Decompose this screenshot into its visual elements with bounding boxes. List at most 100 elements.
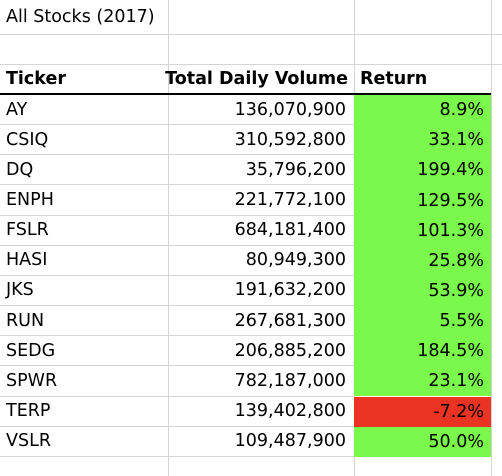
gridline-vertical [491, 0, 492, 476]
table-row: AY 136,070,900 8.9% [0, 95, 502, 126]
return-cell[interactable]: 25.8% [354, 245, 491, 276]
return-value: 25.8% [428, 250, 484, 271]
return-cell[interactable]: 129.5% [354, 185, 491, 216]
table-row: SPWR 782,187,000 23.1% [0, 366, 502, 397]
ticker-cell[interactable]: RUN [0, 306, 168, 335]
return-cell[interactable]: 8.9% [354, 95, 491, 126]
ticker-value: HASI [6, 250, 48, 271]
ticker-cell[interactable]: JKS [0, 276, 168, 305]
ticker-value: VSLR [6, 431, 51, 452]
gridline-horizontal [0, 184, 354, 186]
return-cell[interactable]: 23.1% [354, 366, 491, 397]
volume-cell[interactable]: 109,487,900 [168, 427, 354, 456]
ticker-cell[interactable]: FSLR [0, 216, 168, 245]
gridline-horizontal [0, 365, 354, 367]
empty-cell[interactable] [168, 35, 354, 64]
volume-cell[interactable]: 684,181,400 [168, 216, 354, 245]
return-value: -7.2% [433, 401, 484, 422]
ticker-cell[interactable]: AY [0, 95, 168, 124]
empty-cell[interactable] [354, 0, 491, 34]
volume-value: 109,487,900 [234, 431, 346, 452]
volume-value: 191,632,200 [234, 280, 346, 301]
header-volume[interactable]: Total Daily Volume [165, 65, 354, 93]
return-cell[interactable]: 5.5% [354, 306, 491, 337]
ticker-cell[interactable]: HASI [0, 246, 168, 275]
gridline-horizontal [0, 425, 354, 427]
gridline-horizontal [0, 335, 354, 337]
volume-value: 35,796,200 [245, 159, 346, 180]
gridline-horizontal [0, 64, 502, 65]
ticker-cell[interactable]: ENPH [0, 185, 168, 214]
volume-cell[interactable]: 206,885,200 [168, 336, 354, 365]
ticker-value: SPWR [6, 370, 58, 391]
header-row: Ticker Total Daily Volume Return [0, 65, 502, 93]
gridline-vertical [168, 0, 169, 476]
empty-cell[interactable] [168, 0, 354, 34]
ticker-cell[interactable]: SPWR [0, 366, 168, 395]
return-cell[interactable]: 199.4% [354, 155, 491, 186]
volume-cell[interactable]: 782,187,000 [168, 366, 354, 395]
gridline-horizontal [0, 395, 354, 397]
ticker-cell[interactable]: TERP [0, 397, 168, 426]
empty-cell[interactable] [0, 35, 168, 64]
return-cell[interactable]: 184.5% [354, 336, 491, 367]
table-row: RUN 267,681,300 5.5% [0, 306, 502, 337]
empty-row [0, 35, 502, 64]
return-value: 101.3% [417, 220, 484, 241]
volume-cell[interactable]: 136,070,900 [168, 95, 354, 124]
return-cell[interactable]: 33.1% [354, 125, 491, 156]
header-ticker[interactable]: Ticker [0, 65, 168, 93]
sheet-title-cell[interactable]: All Stocks (2017) [0, 0, 168, 34]
volume-cell[interactable]: 35,796,200 [168, 155, 354, 184]
volume-value: 136,070,900 [234, 99, 346, 120]
volume-cell[interactable]: 221,772,100 [168, 185, 354, 214]
table-row: VSLR 109,487,900 50.0% [0, 426, 502, 457]
ticker-cell[interactable]: DQ [0, 155, 168, 184]
header-return-label: Return [360, 69, 428, 89]
ticker-value: ENPH [6, 190, 54, 210]
return-cell[interactable]: 101.3% [354, 215, 491, 246]
header-return[interactable]: Return [354, 65, 491, 93]
gridline-horizontal [0, 214, 354, 216]
ticker-value: FSLR [6, 220, 49, 241]
gridline-horizontal [0, 244, 354, 246]
volume-value: 267,681,300 [234, 310, 346, 331]
volume-cell[interactable]: 191,632,200 [168, 276, 354, 305]
ticker-value: TERP [6, 401, 51, 422]
volume-cell[interactable]: 80,949,300 [168, 246, 354, 275]
table-row: SEDG 206,885,200 184.5% [0, 336, 502, 367]
header-volume-label: Total Daily Volume [165, 69, 348, 89]
volume-value: 139,402,800 [234, 401, 346, 422]
volume-value: 684,181,400 [234, 220, 346, 241]
volume-cell[interactable]: 310,592,800 [168, 125, 354, 154]
return-cell[interactable]: 53.9% [354, 275, 491, 307]
gridline-horizontal [0, 34, 502, 35]
gridline-horizontal [0, 455, 354, 457]
volume-value: 310,592,800 [234, 129, 346, 150]
volume-cell[interactable]: 267,681,300 [168, 306, 354, 335]
return-value: 5.5% [439, 311, 484, 332]
gridline-horizontal [0, 305, 354, 307]
return-value: 53.9% [428, 280, 484, 301]
volume-cell[interactable]: 139,402,800 [168, 397, 354, 426]
table-row: CSIQ 310,592,800 33.1% [0, 125, 502, 156]
table-row: FSLR 684,181,400 101.3% [0, 215, 502, 246]
header-ticker-label: Ticker [6, 69, 66, 89]
return-value: 50.0% [428, 431, 484, 452]
empty-cell[interactable] [354, 35, 491, 64]
table-row: DQ 35,796,200 199.4% [0, 155, 502, 186]
table-row: ENPH 221,772,100 129.5% [0, 185, 502, 216]
sheet-title: All Stocks (2017) [6, 7, 155, 27]
ticker-value: SEDG [6, 340, 56, 361]
return-cell[interactable]: 50.0% [354, 426, 491, 457]
gridline-horizontal [0, 154, 354, 156]
volume-value: 782,187,000 [234, 370, 346, 391]
return-cell[interactable]: -7.2% [354, 396, 491, 427]
ticker-cell[interactable]: CSIQ [0, 125, 168, 154]
ticker-cell[interactable]: SEDG [0, 336, 168, 365]
gridline-horizontal [0, 274, 354, 276]
ticker-value: JKS [6, 280, 34, 301]
ticker-cell[interactable]: VSLR [0, 427, 168, 456]
ticker-value: DQ [6, 159, 34, 180]
